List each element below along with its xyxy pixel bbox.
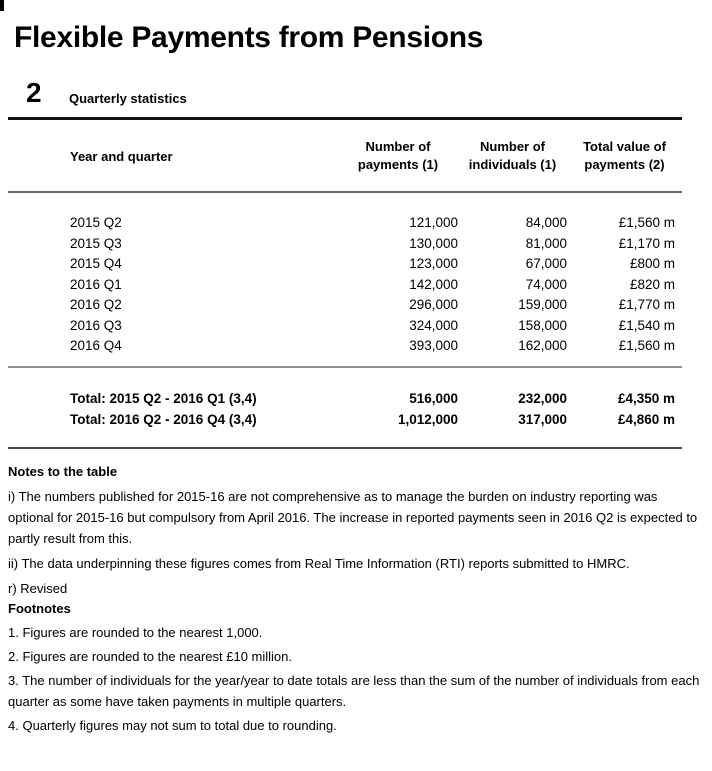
column-header-total-value: Total value of payments (2)	[583, 139, 666, 172]
total-value-cell: £4,350 m	[617, 391, 675, 406]
total-individuals-cell: 232,000	[518, 391, 567, 406]
table-row: 2015 Q3 130,000 81,000 £1,170 m	[8, 234, 682, 255]
table-row: 2015 Q4 123,000 67,000 £800 m	[8, 254, 682, 275]
value-cell: £800 m	[629, 256, 675, 271]
totals-row: Total: 2015 Q2 - 2016 Q1 (3,4) 516,000 2…	[8, 388, 682, 409]
individuals-cell: 162,000	[518, 338, 567, 353]
column-header-number-of-individuals: Number of individuals (1)	[468, 139, 557, 172]
corner-artifact	[0, 0, 4, 11]
quarter-cell: 2016 Q2	[70, 297, 122, 312]
note-item: r) Revised	[8, 581, 68, 596]
note-item: ii) The data underpinning these figures …	[8, 556, 630, 571]
column-header-number-of-payments: Number of payments (1)	[357, 139, 439, 172]
value-cell: £820 m	[629, 276, 675, 292]
value-cell: £1,560 m	[618, 215, 675, 230]
individuals-cell: 159,000	[518, 297, 567, 312]
value-cell: £1,560 m	[618, 338, 675, 353]
column-header-label: Year and quarter	[70, 148, 173, 164]
payments-cell: 121,000	[409, 215, 458, 230]
table-header-row: Year and quarter Number of payments (1) …	[8, 137, 682, 175]
individuals-cell: 84,000	[525, 215, 567, 230]
value-cell: £1,540 m	[618, 317, 675, 333]
payments-cell: 130,000	[409, 235, 458, 251]
quarter-cell: 2016 Q1	[70, 276, 122, 292]
note-item: i) The numbers published for 2015-16 are…	[8, 489, 698, 546]
table-row: 2016 Q4 393,000 162,000 £1,560 m	[8, 336, 682, 357]
quarter-cell: 2016 Q3	[70, 317, 122, 333]
notes-section: Notes to the table i) The numbers publis…	[8, 461, 700, 603]
total-label-cell: Total: 2016 Q2 - 2016 Q4 (3,4)	[70, 412, 257, 427]
footnote-item: 1. Figures are rounded to the nearest 1,…	[8, 625, 263, 640]
footnotes-heading: Footnotes	[8, 601, 71, 616]
table-totals: Total: 2015 Q2 - 2016 Q1 (3,4) 516,000 2…	[8, 388, 682, 430]
header-rule	[8, 191, 682, 193]
section-rule	[8, 117, 682, 120]
table-row: 2016 Q1 142,000 74,000 £820 m	[8, 275, 682, 296]
column-header-year-quarter: Year and quarter	[8, 137, 338, 175]
payments-cell: 296,000	[409, 297, 458, 312]
value-cell: £1,170 m	[618, 235, 675, 251]
payments-cell: 324,000	[409, 317, 458, 333]
total-payments-cell: 1,012,000	[397, 412, 458, 427]
total-individuals-cell: 317,000	[518, 412, 567, 427]
totals-row: Total: 2016 Q2 - 2016 Q4 (3,4) 1,012,000…	[8, 409, 682, 430]
individuals-cell: 81,000	[525, 235, 567, 251]
individuals-cell: 158,000	[518, 317, 567, 333]
table-row: 2016 Q3 324,000 158,000 £1,540 m	[8, 316, 682, 337]
payments-cell: 393,000	[409, 338, 458, 353]
quarter-cell: 2016 Q4	[70, 338, 122, 353]
footnotes-section: Footnotes 1. Figures are rounded to the …	[8, 598, 700, 739]
footnote-item: 4. Quarterly figures may not sum to tota…	[8, 718, 337, 733]
table-row: 2015 Q2 121,000 84,000 £1,560 m	[8, 213, 682, 234]
table-row: 2016 Q2 296,000 159,000 £1,770 m	[8, 295, 682, 316]
quarter-cell: 2015 Q3	[70, 235, 122, 251]
individuals-cell: 67,000	[525, 256, 567, 271]
payments-cell: 142,000	[409, 276, 458, 292]
table-bottom-rule	[8, 447, 682, 449]
section-title: Quarterly statistics	[69, 91, 187, 106]
page-title: Flexible Payments from Pensions	[14, 21, 484, 54]
totals-top-rule	[8, 366, 682, 368]
total-value-cell: £4,860 m	[617, 412, 675, 427]
footnote-item: 2. Figures are rounded to the nearest £1…	[8, 649, 293, 664]
value-cell: £1,770 m	[618, 297, 675, 312]
total-label-cell: Total: 2015 Q2 - 2016 Q1 (3,4)	[70, 391, 257, 406]
individuals-cell: 74,000	[525, 276, 567, 292]
total-payments-cell: 516,000	[409, 391, 458, 406]
payments-cell: 123,000	[409, 256, 458, 271]
section-number: 2	[26, 77, 42, 108]
notes-heading: Notes to the table	[8, 464, 118, 479]
footnote-item: 3. The number of individuals for the yea…	[8, 673, 700, 709]
quarter-cell: 2015 Q4	[70, 256, 122, 271]
table-body: 2015 Q2 121,000 84,000 £1,560 m 2015 Q3 …	[8, 213, 682, 357]
quarter-cell: 2015 Q2	[70, 215, 122, 230]
